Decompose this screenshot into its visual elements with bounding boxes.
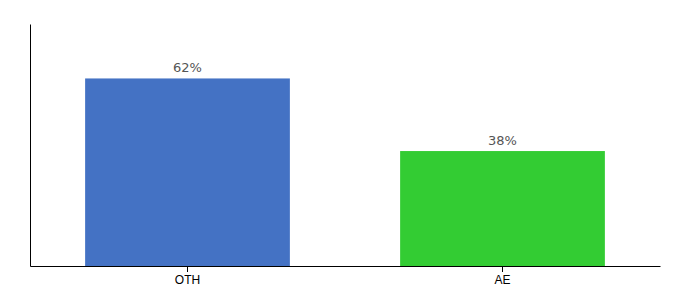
data-labels: 62% 38% — [173, 60, 517, 148]
x-axis-line — [31, 266, 661, 267]
y-axis — [30, 25, 31, 267]
x-tick: AE — [494, 266, 510, 287]
data-label: 38% — [488, 133, 517, 148]
x-tick-mark — [502, 266, 503, 272]
bar — [400, 151, 605, 266]
bar — [85, 78, 290, 266]
x-tick: OTH — [175, 266, 200, 287]
chart: OTH AE 62% 38% — [0, 0, 680, 300]
x-axis: OTH AE — [31, 266, 661, 287]
plot: OTH AE 62% 38% — [31, 25, 661, 287]
bars — [85, 78, 605, 266]
x-tick-label: OTH — [175, 273, 200, 287]
x-tick-label: AE — [494, 273, 510, 287]
data-label: 62% — [173, 60, 202, 75]
y-axis-line — [30, 25, 31, 267]
x-tick-mark — [187, 266, 188, 272]
